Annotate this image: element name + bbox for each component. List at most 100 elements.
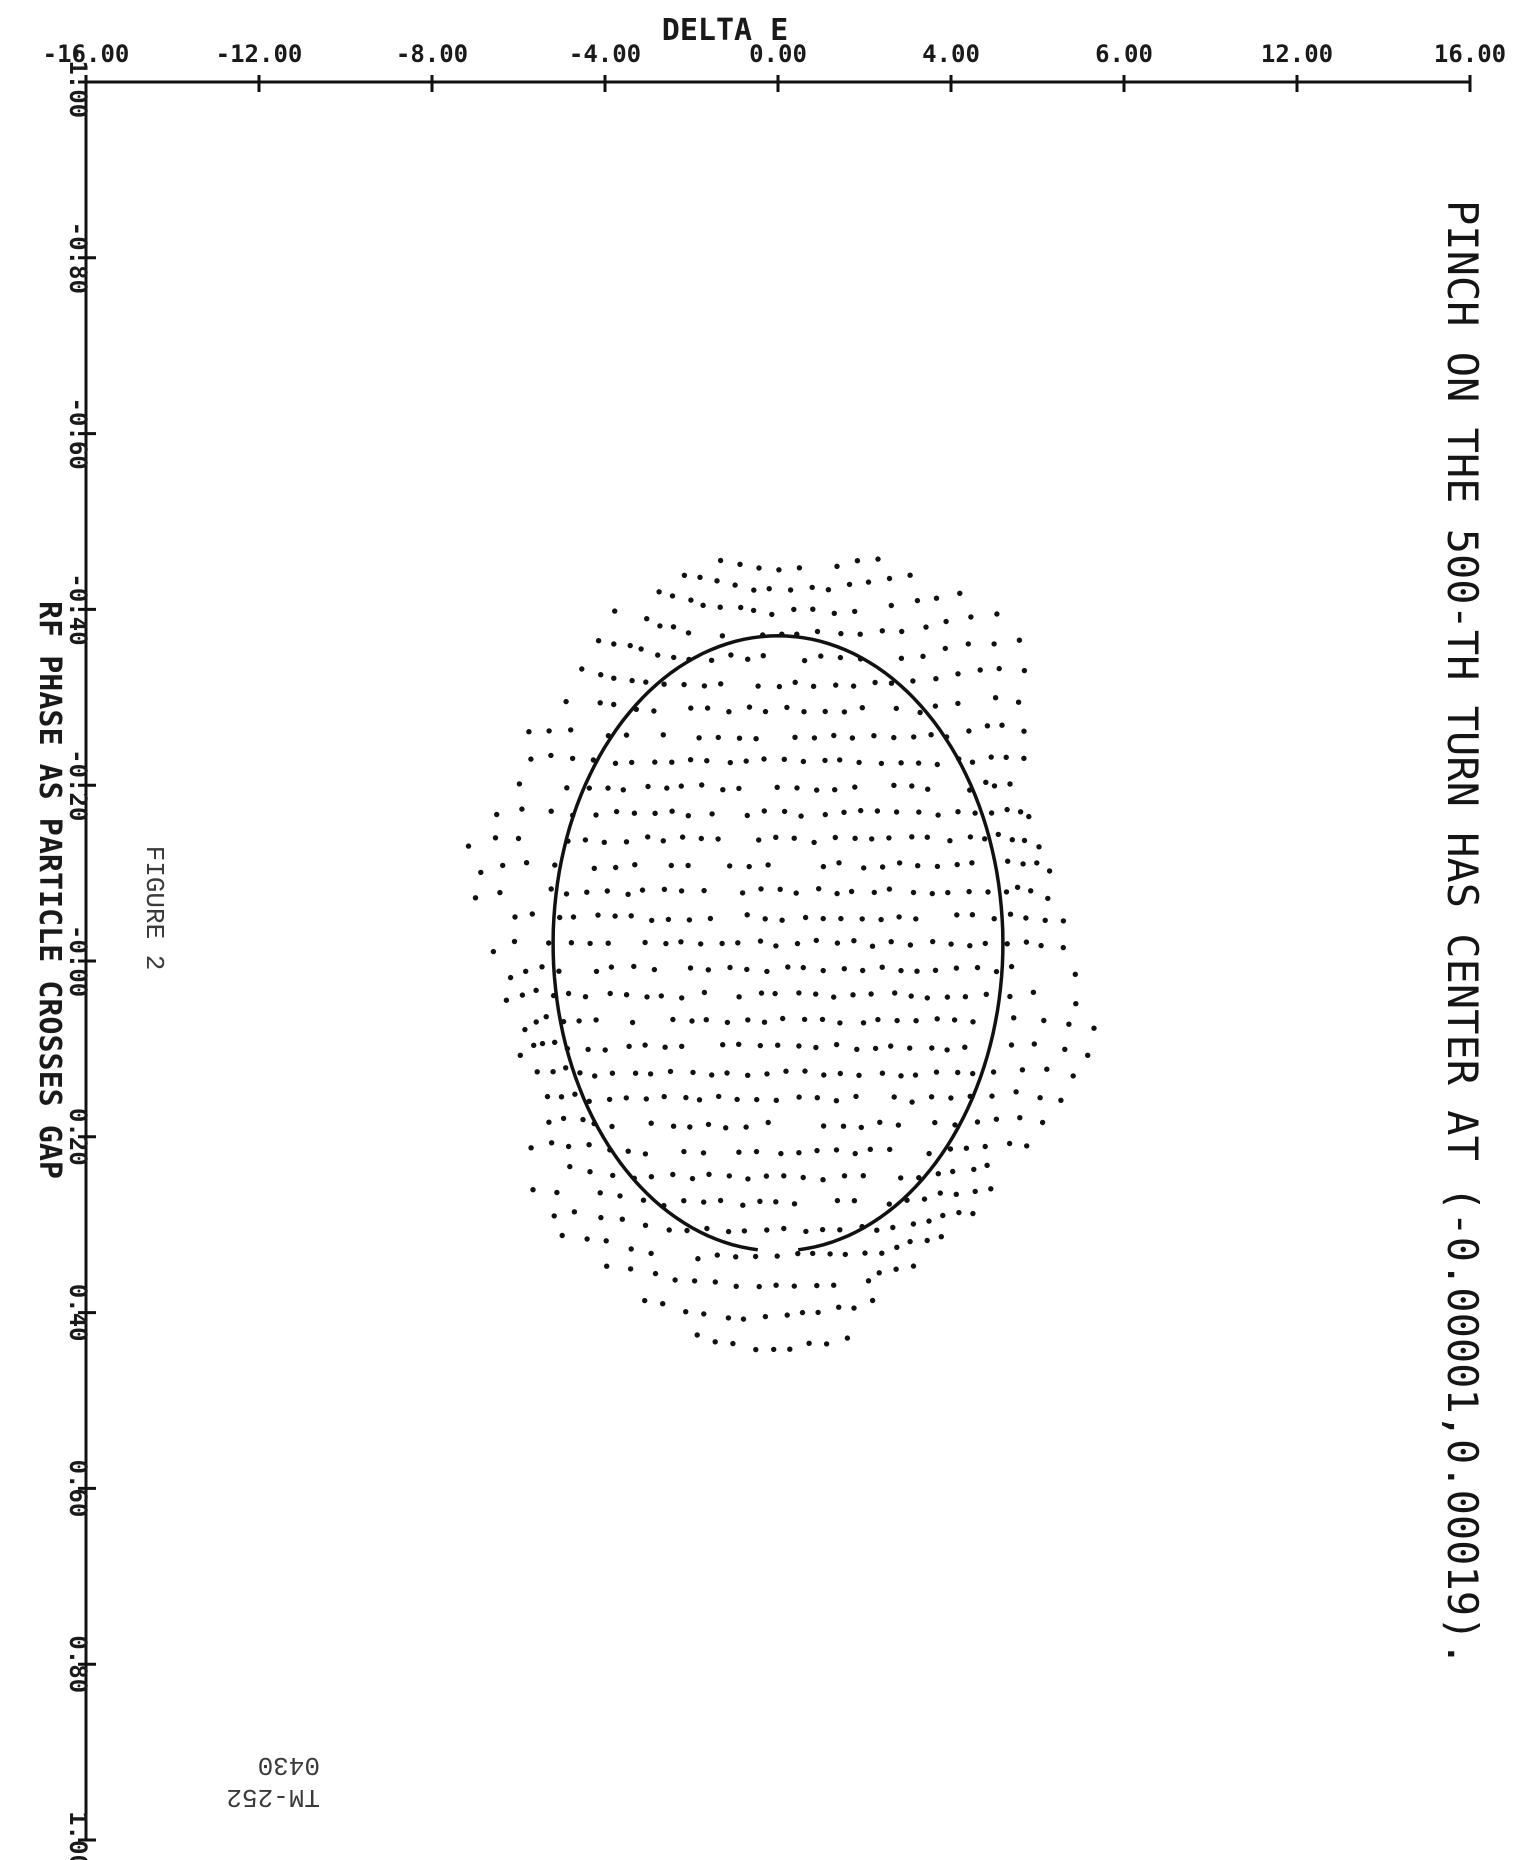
- particle-dot: [827, 1251, 833, 1257]
- particle-dot: [625, 1148, 631, 1154]
- particle-dot: [967, 834, 974, 840]
- particle-dot: [586, 1142, 592, 1148]
- particle-dot: [546, 728, 552, 734]
- particle-dot: [861, 865, 867, 871]
- particle-dot: [552, 1039, 558, 1046]
- particle-dot: [992, 695, 999, 701]
- particle-dot: [755, 683, 761, 689]
- particle-dot: [879, 1070, 886, 1076]
- particle-dot: [778, 1150, 784, 1157]
- particle-dot: [764, 1227, 770, 1233]
- particle-dot: [856, 759, 862, 766]
- particle-dot: [791, 1283, 797, 1289]
- particle-dot: [736, 785, 742, 792]
- particle-dot: [587, 940, 593, 947]
- particle-dot: [820, 1123, 827, 1129]
- particle-dot: [632, 1070, 639, 1076]
- particle-dot: [534, 1069, 540, 1075]
- particle-dot: [609, 1123, 615, 1130]
- particle-dot: [580, 1116, 586, 1123]
- particle-dot: [879, 864, 886, 870]
- particle-dot: [836, 1304, 842, 1310]
- x-tick-label: -8.00: [396, 40, 468, 68]
- particle-dot: [1036, 844, 1042, 850]
- particle-dot: [820, 915, 826, 922]
- particle-dot: [571, 1209, 578, 1215]
- particle-dot: [871, 733, 877, 739]
- particle-dot: [891, 734, 897, 741]
- particle-dot: [999, 722, 1005, 728]
- particle-dot: [758, 886, 764, 892]
- particle-dot: [672, 1277, 678, 1283]
- particle-dot: [1073, 1001, 1079, 1007]
- particle-dot: [841, 809, 847, 815]
- particle-dot: [970, 1019, 976, 1025]
- particle-dot: [657, 623, 663, 629]
- particle-dot: [774, 1253, 780, 1259]
- particle-dot: [874, 1227, 880, 1233]
- figure-label: FIGURE 2: [139, 846, 169, 971]
- particle-dot: [554, 1189, 560, 1196]
- particle-dot: [526, 729, 532, 735]
- particle-dot: [953, 965, 960, 971]
- particle-dot: [517, 1052, 523, 1059]
- particle-dot: [891, 782, 897, 788]
- particle-dot: [831, 732, 837, 739]
- particle-dot: [559, 1232, 565, 1239]
- particle-dot: [531, 1042, 537, 1049]
- particle-dot: [490, 948, 497, 955]
- particle-dot: [628, 913, 634, 919]
- particle-dot: [687, 965, 694, 971]
- particle-dot: [757, 938, 764, 944]
- particle-dot: [908, 993, 914, 999]
- particle-dot: [937, 1190, 943, 1196]
- particle-dot: [743, 1124, 749, 1130]
- particle-dot: [781, 808, 788, 815]
- particle-dot: [820, 1177, 826, 1183]
- particle-dot: [850, 992, 856, 998]
- particle-dot: [832, 787, 838, 793]
- particle-dot: [629, 759, 635, 766]
- particle-dot: [667, 1068, 674, 1075]
- particle-dot: [757, 1198, 763, 1205]
- particle-dot: [736, 735, 743, 741]
- particle-dot: [940, 1212, 946, 1219]
- particle-dot: [879, 1250, 885, 1256]
- particle-dot: [762, 708, 769, 715]
- particle-dot: [756, 837, 762, 843]
- particle-dot: [796, 1094, 802, 1100]
- particle-dot: [756, 565, 762, 571]
- particle-dot: [821, 1072, 827, 1078]
- particle-dot: [809, 584, 815, 591]
- particle-dot: [735, 940, 741, 946]
- particle-dot: [923, 624, 929, 630]
- particle-dot: [1006, 1140, 1013, 1147]
- particle-dot: [497, 889, 503, 896]
- particle-dot: [852, 608, 858, 615]
- particle-dot: [745, 1017, 751, 1023]
- particle-dot: [910, 1263, 917, 1269]
- particle-dot: [907, 1045, 913, 1051]
- particle-dot: [522, 1026, 528, 1033]
- particle-dot: [917, 709, 923, 716]
- y-tick-label: -0.00: [64, 925, 92, 997]
- particle-dot: [570, 914, 577, 920]
- particle-dot: [740, 1202, 746, 1208]
- particle-dot: [716, 1093, 722, 1100]
- particle-dot: [806, 1340, 812, 1347]
- particle-dot: [539, 964, 545, 970]
- particle-dot: [935, 812, 941, 818]
- particle-dot: [848, 888, 855, 895]
- particle-dot: [706, 1171, 712, 1178]
- particle-dot: [938, 1234, 944, 1240]
- x-tick-label: 16.00: [1434, 40, 1506, 68]
- particle-dot: [823, 1341, 830, 1347]
- particle-dot: [825, 587, 832, 593]
- particle-dot: [851, 938, 857, 944]
- particle-dot: [932, 703, 939, 709]
- particle-dot: [762, 916, 768, 922]
- particle-dot: [746, 704, 753, 710]
- particle-dot: [519, 992, 526, 998]
- particle-dot: [896, 914, 902, 920]
- particle-dot: [955, 671, 961, 677]
